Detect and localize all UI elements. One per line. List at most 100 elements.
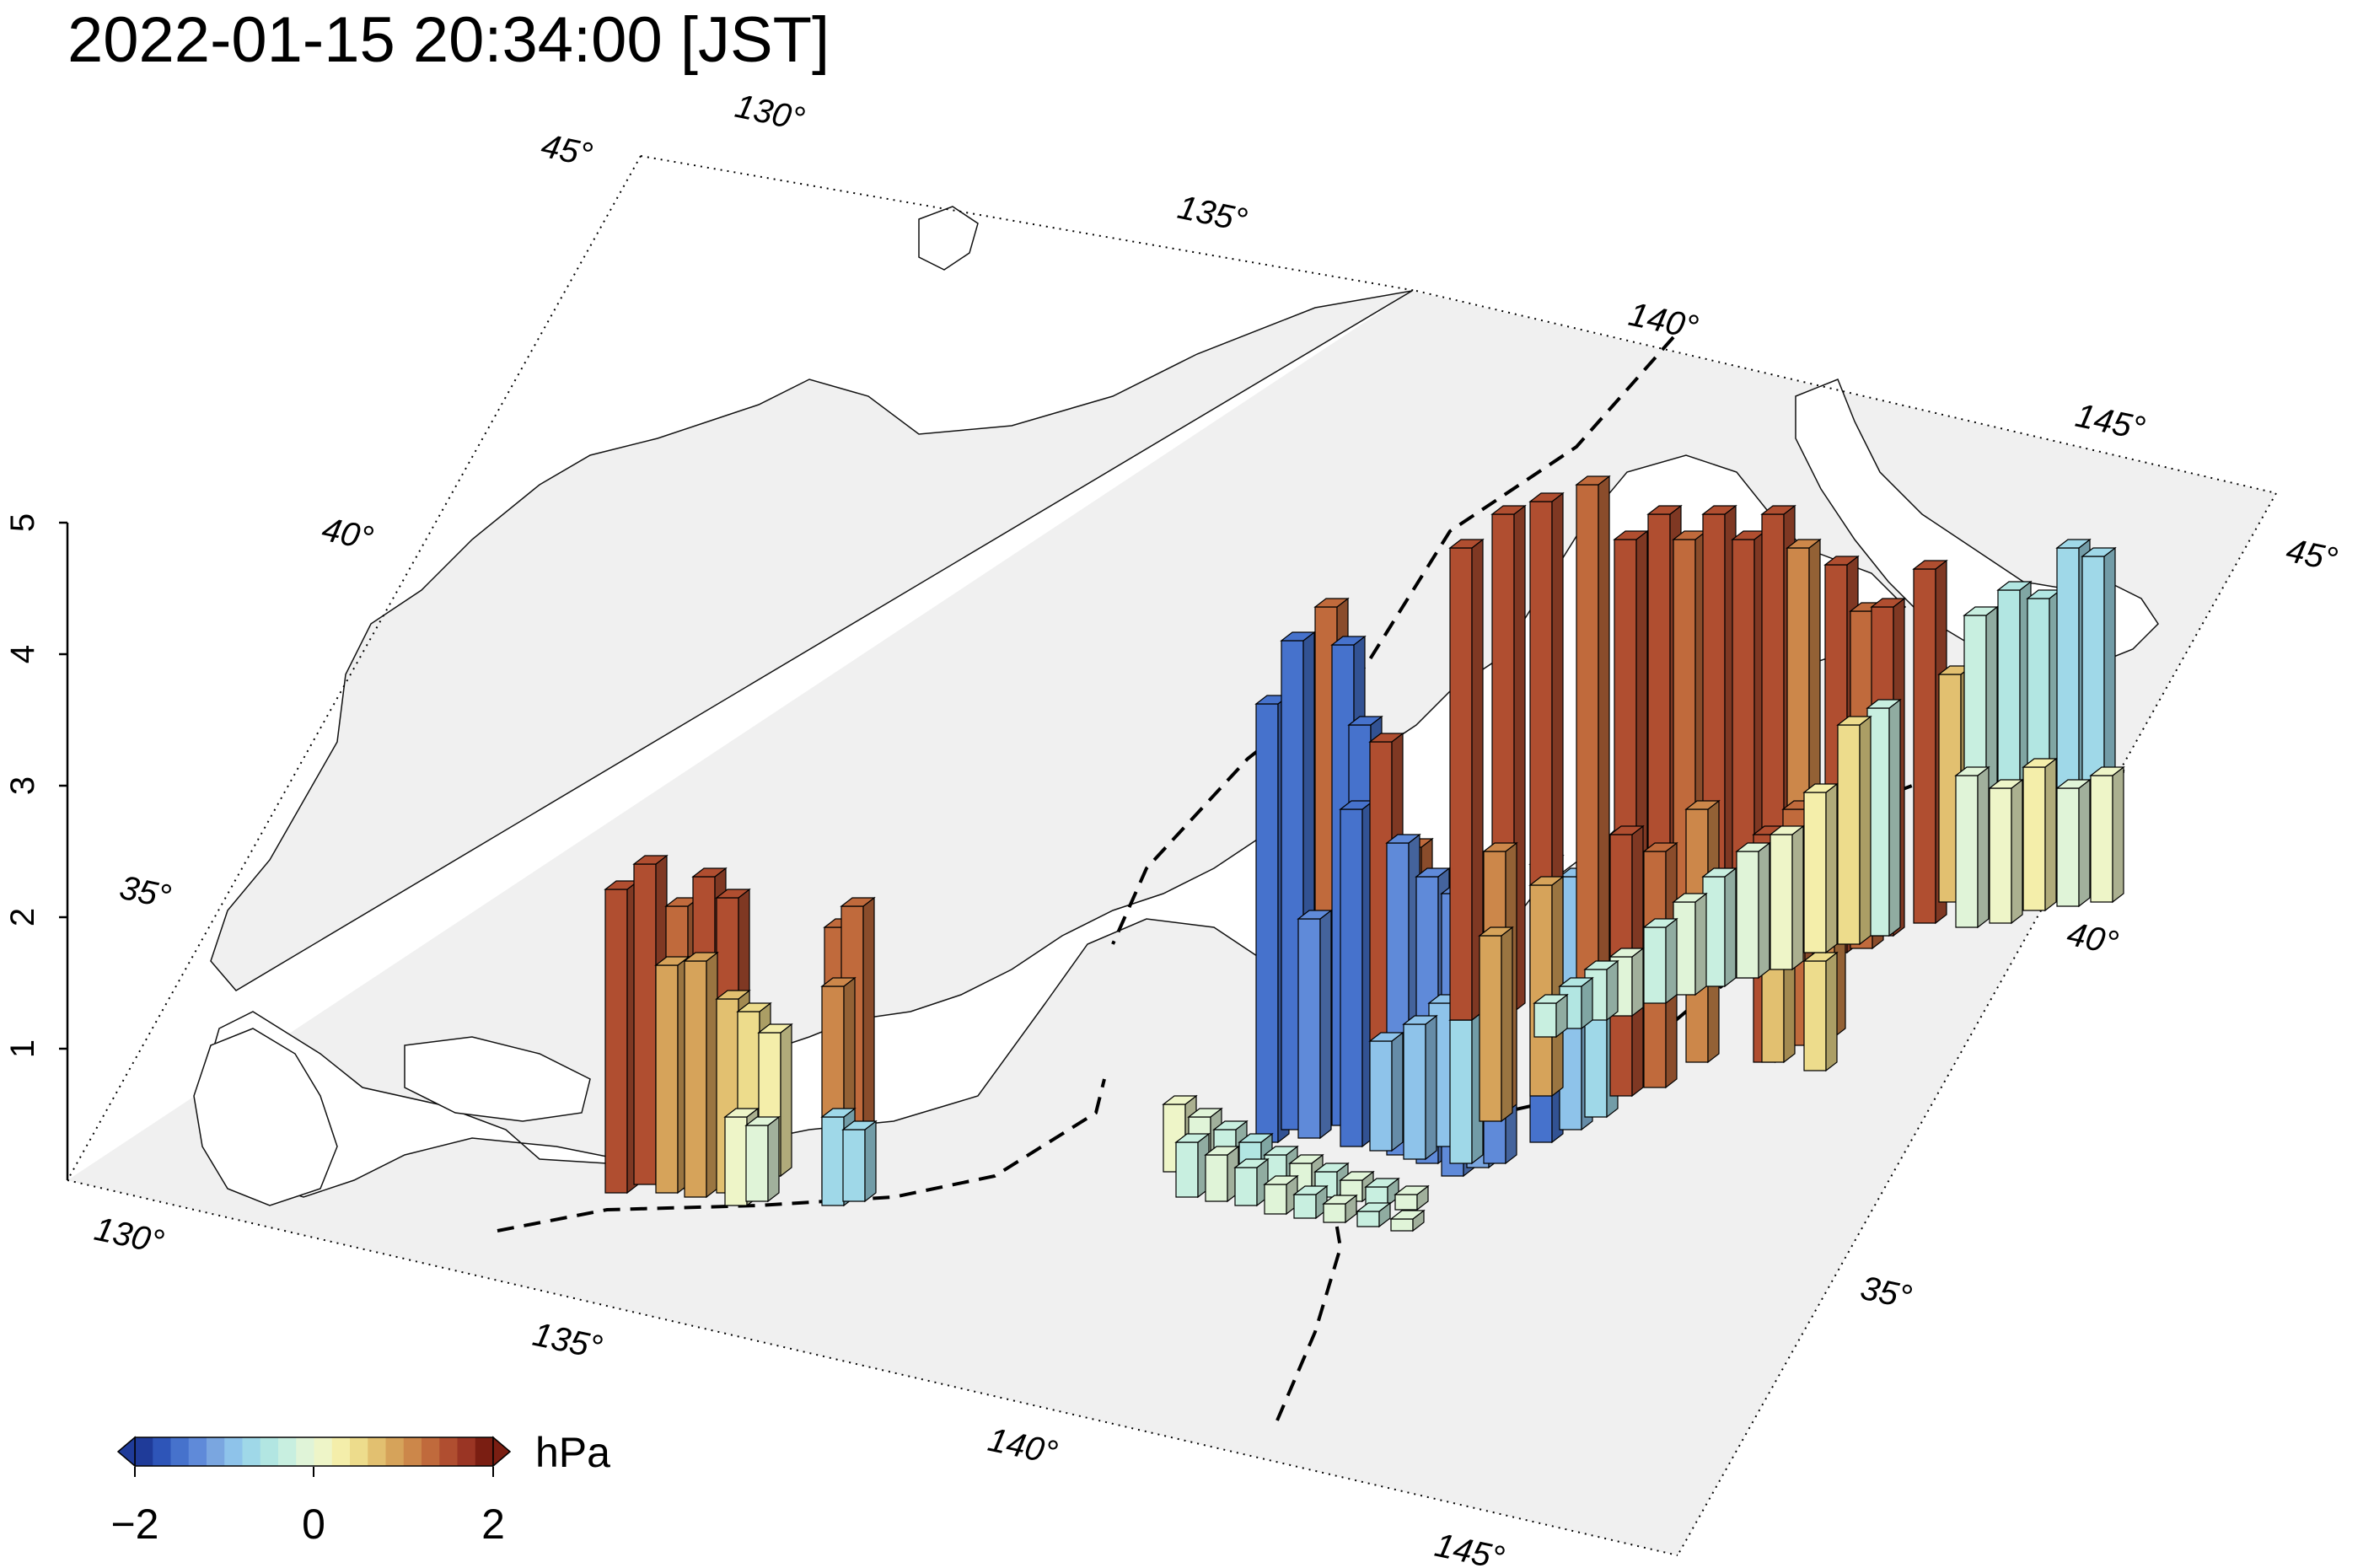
bar-side-face: [2112, 765, 2124, 904]
colorbar-segment: [403, 1437, 422, 1466]
trench-izu: [1275, 1196, 1343, 1421]
bar-front-face: [821, 1116, 845, 1206]
page-title: 2022-01-15 20:34:00 [JST]: [67, 4, 830, 76]
bar-side-face: [1501, 926, 1513, 1123]
pressure-bar: [840, 896, 876, 1186]
bar-top-face: [1448, 539, 1485, 549]
pressure-bar: [1735, 841, 1771, 980]
kyushu-island: [193, 1028, 338, 1206]
colorbar-segment: [385, 1437, 405, 1466]
bar-top-face: [1866, 699, 1902, 709]
pressure-bar: [1954, 765, 1990, 929]
bar-top-face: [1642, 918, 1678, 928]
bar-top-face: [683, 952, 719, 962]
bar-top-face: [820, 1108, 857, 1118]
bar-top-face: [1162, 1095, 1198, 1105]
lon-bottom-145: 145°: [1431, 1527, 1507, 1568]
pressure-bar: [1684, 799, 1721, 1064]
pressure-bar: [1672, 892, 1708, 996]
bar-top-face: [1204, 1146, 1240, 1156]
bar-top-face: [1364, 1178, 1400, 1188]
bar-front-face: [1175, 1141, 1199, 1198]
bar-front-face: [2056, 787, 2080, 907]
bar-top-face: [1368, 733, 1404, 743]
bar-top-face: [2055, 539, 2092, 549]
pressure-bar: [1292, 1184, 1329, 1220]
pressure-bar: [1836, 715, 1872, 946]
colorbar-segment: [135, 1437, 153, 1466]
colorbar-segment: [439, 1437, 458, 1466]
bar-top-face: [1478, 926, 1514, 937]
pressure-bar: [604, 879, 640, 1195]
bar-top-face: [1533, 994, 1569, 1004]
bar-side-face: [706, 951, 718, 1199]
bar-side-face: [1888, 698, 1901, 937]
bar-top-face: [744, 1116, 781, 1126]
bar-top-face: [1954, 766, 1990, 776]
bar-side-face: [1694, 892, 1707, 996]
lon-bottom-130: 130°: [91, 1211, 167, 1261]
colorbar-segment: [188, 1437, 207, 1466]
lat-left-45: 45°: [538, 127, 595, 175]
bar-top-face: [715, 889, 751, 899]
bar-front-face: [604, 889, 628, 1194]
pressure-bar: [654, 955, 690, 1195]
pressure-bar: [1402, 1014, 1438, 1161]
bar-top-face: [1608, 825, 1645, 835]
pressure-bar: [1533, 993, 1569, 1039]
bar-top-face: [1996, 581, 2033, 591]
korea-china-coast: [210, 290, 1413, 991]
bar-top-face: [1402, 1015, 1438, 1025]
bar-top-face: [1988, 779, 2024, 789]
colorbar-segment: [242, 1437, 261, 1466]
bar-front-face: [1989, 787, 2012, 924]
colorbar: −2 0 2 hPa: [110, 1429, 610, 1548]
bar-top-face: [1836, 716, 1872, 726]
lon-top-145: 145°: [2072, 397, 2148, 448]
bar-front-face: [1643, 926, 1667, 1004]
bar-top-face: [1760, 505, 1796, 515]
bar-top-face: [2089, 766, 2125, 776]
pressure-bar: [1263, 1174, 1299, 1216]
pressure-bar: [841, 1120, 878, 1203]
bar-side-face: [1825, 951, 1838, 1072]
bar-top-face: [1490, 505, 1527, 515]
bar-top-face: [1608, 948, 1645, 958]
bar-front-face: [1356, 1211, 1380, 1227]
bar-top-face: [1347, 716, 1383, 726]
bar-side-face: [864, 1120, 877, 1203]
bar-top-face: [2055, 779, 2092, 789]
bar-top-face: [1769, 825, 1805, 835]
bar-front-face: [1449, 1019, 1473, 1164]
bar-top-face: [841, 1120, 878, 1130]
bar-side-face: [1825, 782, 1838, 954]
lat-left-40: 40°: [319, 511, 376, 558]
lon-bottom-140: 140°: [985, 1421, 1061, 1472]
top-edge: [640, 155, 1417, 292]
lat-right-45: 45°: [2283, 532, 2340, 579]
trench-nankai: [497, 1078, 1106, 1232]
pressure-bar: [1642, 917, 1678, 1005]
colorbar-segment: [278, 1437, 297, 1466]
colorbar-segment: [422, 1437, 440, 1466]
bar-side-face: [1724, 867, 1737, 988]
bar-top-face: [820, 977, 857, 987]
bar-front-face: [1803, 792, 1827, 953]
bar-side-face: [767, 1115, 780, 1203]
bar-top-face: [1701, 505, 1737, 515]
colorbar-segment: [350, 1437, 368, 1466]
pressure-bar: [744, 1115, 781, 1203]
bar-top-face: [1313, 598, 1350, 608]
graticule: [67, 155, 2277, 1556]
bar-side-face: [2078, 778, 2091, 908]
bar-top-face: [632, 855, 669, 865]
bar-front-face: [633, 863, 657, 1185]
shikoku-island: [404, 1036, 591, 1122]
bar-side-face: [1665, 917, 1678, 1005]
z-label-5: 5: [4, 513, 41, 532]
bar-top-face: [1558, 977, 1594, 987]
bar-side-face: [1425, 1014, 1437, 1161]
bar-front-face: [1293, 1194, 1317, 1219]
pressure-bar: [1478, 926, 1514, 1123]
